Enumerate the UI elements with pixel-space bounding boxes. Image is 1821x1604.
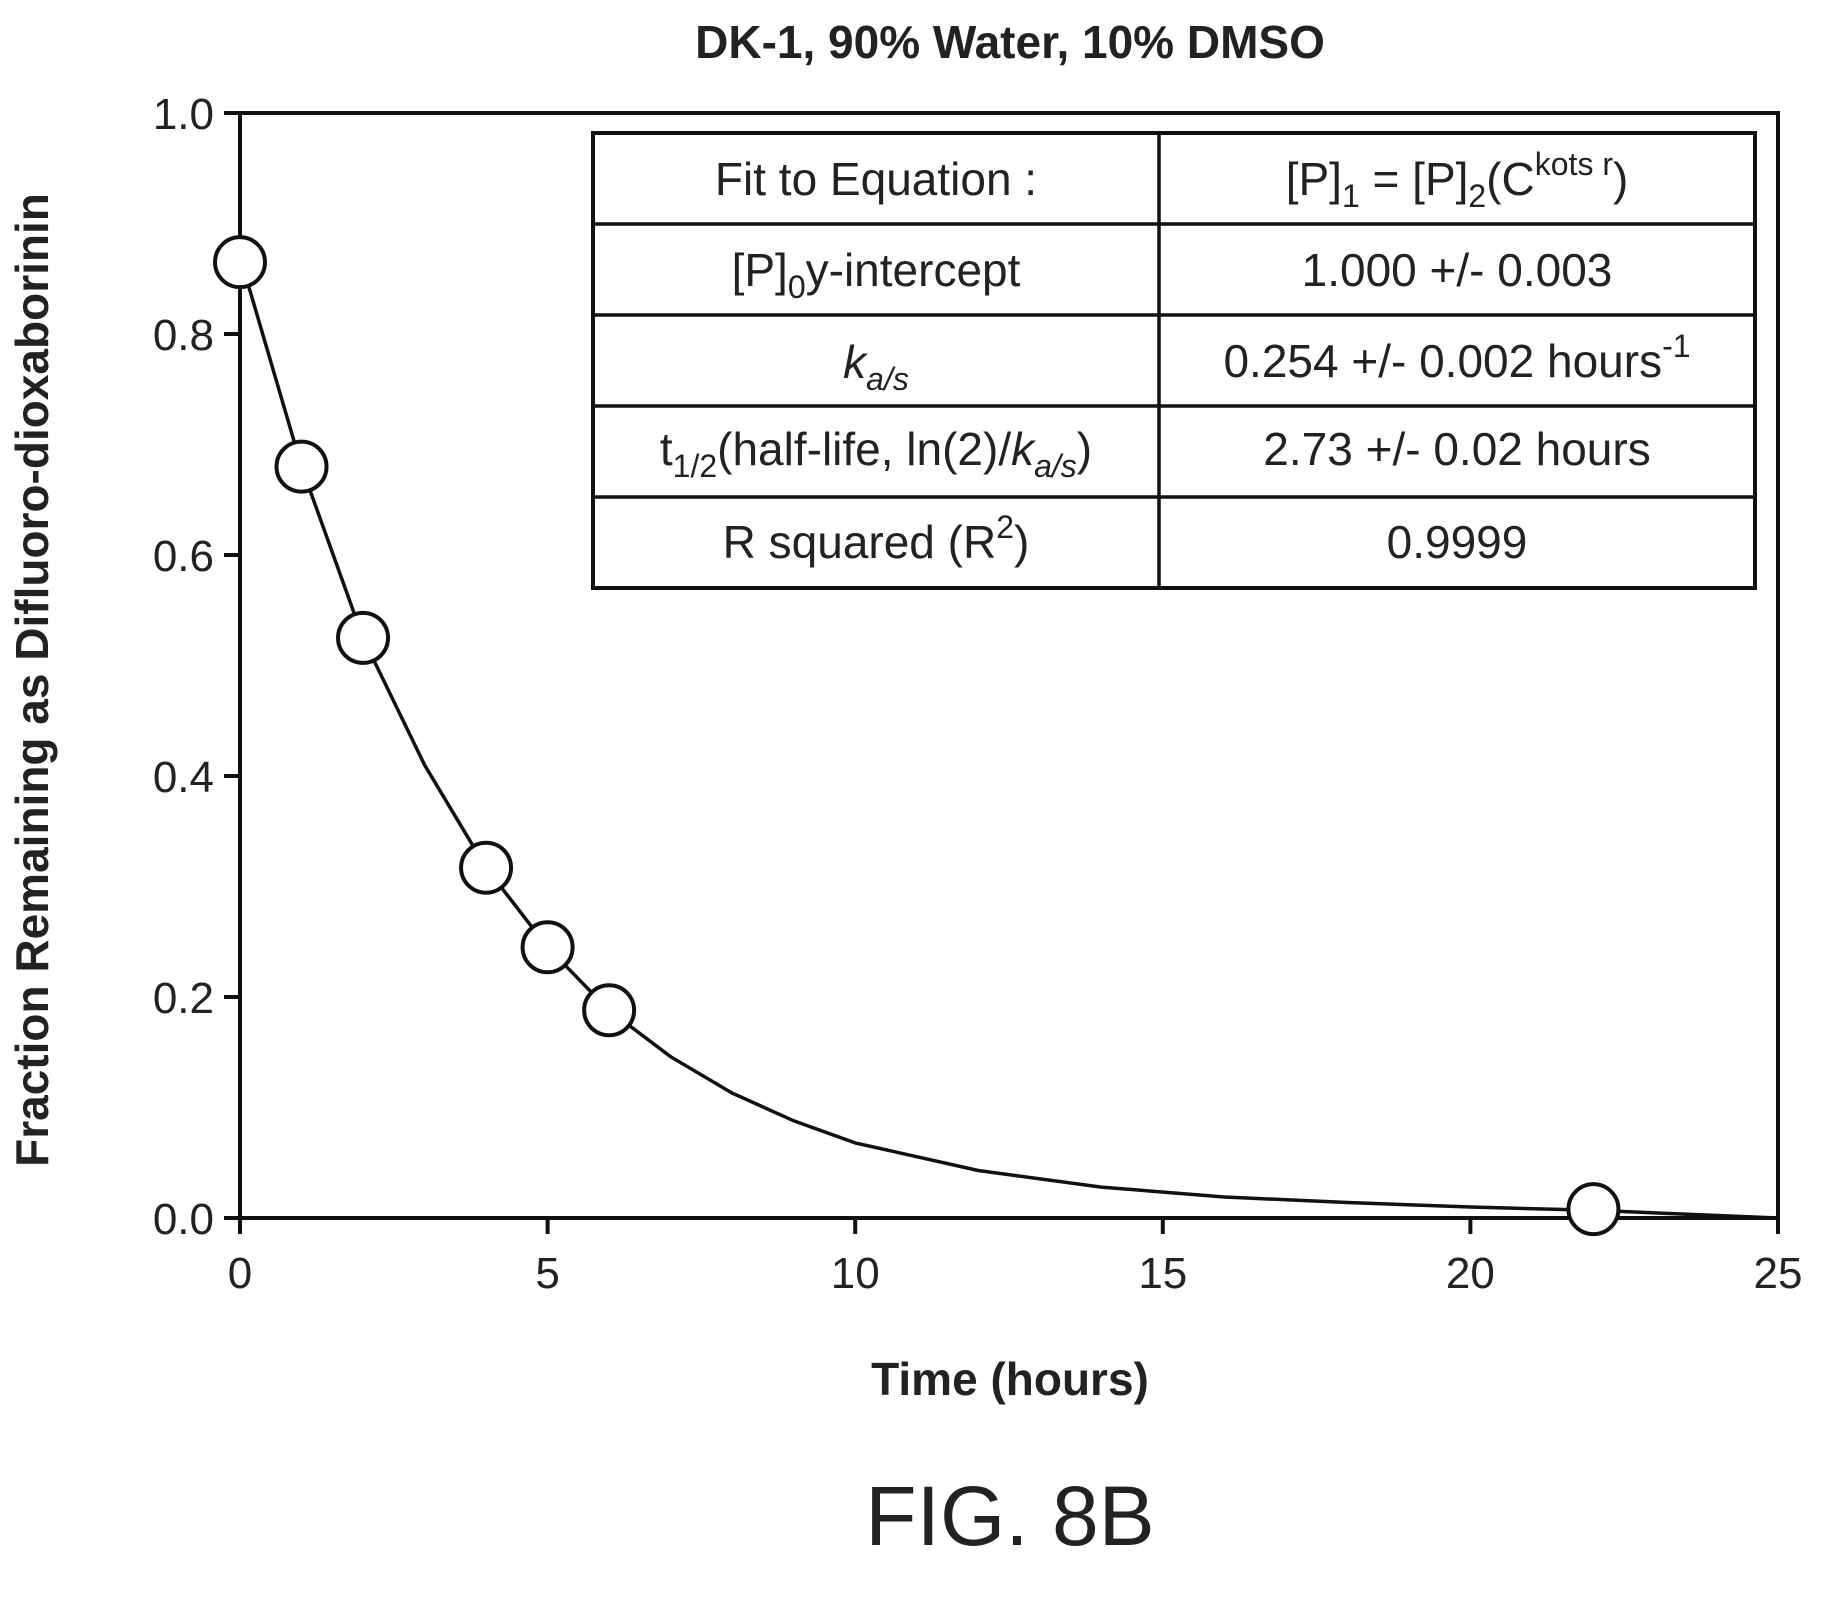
fit-table-row-4-label: t1/2(half-life, ln(2)/ka/s) [660, 423, 1092, 484]
y-tick-label: 0.2 [153, 974, 214, 1023]
y-tick-label: 0.0 [153, 1195, 214, 1244]
figure-label: FIG. 8B [865, 1469, 1154, 1563]
fit-table-row-3-value: 0.254 +/- 0.002 hours-1 [1223, 328, 1690, 387]
fit-table-row-1-label: Fit to Equation : [715, 153, 1037, 205]
x-tick-label: 20 [1446, 1249, 1495, 1298]
x-tick-label: 5 [535, 1249, 559, 1298]
fit-table-row-5-value: 0.9999 [1387, 516, 1528, 568]
fit-table-row-1-value: [P]1 = [P]2(Ckots r) [1286, 146, 1629, 214]
plot-frame [238, 111, 1780, 1220]
data-point [520, 920, 575, 975]
fit-table-border [591, 131, 1757, 590]
data-point [336, 610, 391, 665]
x-tick-label: 25 [1754, 1249, 1803, 1298]
y-axis-label: Fraction Remaining as Difluoro-dioxabori… [6, 193, 58, 1167]
y-tick-label: 0.4 [153, 753, 214, 802]
x-tick-label: 15 [1138, 1249, 1187, 1298]
y-tick-label: 1.0 [153, 90, 214, 139]
data-point [1566, 1182, 1621, 1237]
x-axis-label: Time (hours) [871, 1353, 1149, 1405]
fit-table-row-5-label: R squared (R2) [723, 509, 1030, 568]
fit-table-row-2-label: [P]0y-intercept [732, 244, 1021, 305]
fit-curve [238, 256, 1779, 1220]
fit-table-row-4-value: 2.73 +/- 0.02 hours [1263, 423, 1650, 475]
data-point [274, 439, 329, 494]
fit-table: Fit to Equation : [P]1 = [P]2(Ckots r) [… [591, 131, 1757, 590]
series-layer [213, 235, 1779, 1237]
y-tick-label: 0.8 [153, 311, 214, 360]
x-tick-label: 0 [228, 1249, 252, 1298]
y-tick-label: 0.6 [153, 532, 214, 581]
fit-table-row-2-value: 1.000 +/- 0.003 [1302, 244, 1613, 296]
fit-table-row-3-label: ka/s [843, 336, 909, 397]
data-point [459, 840, 514, 895]
data-point [213, 235, 267, 290]
y-axis-ticks: 0.0 0.2 0.4 0.6 0.8 1.0 [153, 90, 240, 1244]
x-axis-ticks: 0 5 10 15 20 25 [228, 1218, 1803, 1298]
data-point [582, 983, 637, 1038]
x-tick-label: 10 [831, 1249, 880, 1298]
chart-title: DK-1, 90% Water, 10% DMSO [695, 16, 1325, 68]
